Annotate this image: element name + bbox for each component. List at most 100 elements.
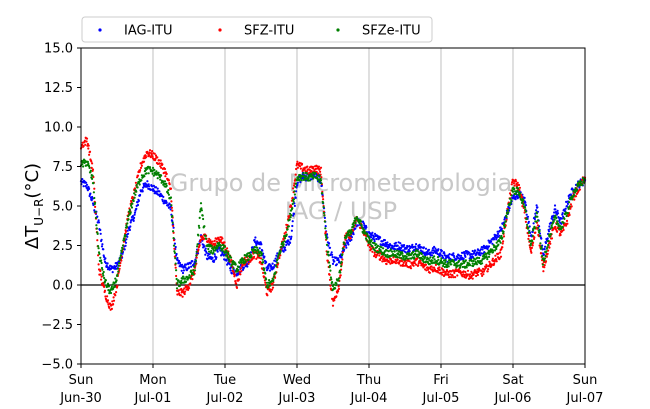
point-SFZe-ITU-1-12 [91, 177, 94, 180]
point-IAG-ITU-74-9 [527, 220, 531, 223]
point-IAG-ITU-5-13 [115, 265, 118, 268]
point-SFZ-ITU-55-0 [409, 267, 413, 270]
point-SFZ-ITU-64-8 [467, 273, 470, 276]
watermark-line-1: Grupo de Micrometeorologia [170, 169, 512, 197]
point-IAG-ITU-30-3 [261, 249, 264, 252]
point-SFZe-ITU-34-13 [289, 216, 292, 219]
point-SFZ-ITU-19-4 [195, 256, 198, 259]
point-IAG-ITU-56-13 [421, 250, 424, 253]
point-SFZ-ITU-83-2 [578, 188, 582, 191]
point-IAG-ITU-59-11 [438, 255, 441, 258]
point-SFZ-ITU-61-3 [447, 274, 450, 277]
point-IAG-ITU-1-0 [85, 183, 89, 186]
point-IAG-ITU-34-1 [284, 249, 287, 252]
point-SFZ-ITU-38-6 [310, 170, 313, 173]
point-SFZ-ITU-39-11 [318, 168, 321, 171]
point-SFZ-ITU-75-10 [534, 231, 537, 234]
point-SFZ-ITU-35-7 [292, 184, 296, 187]
point-SFZe-ITU-43-13 [343, 243, 346, 246]
point-SFZe-ITU-19-6 [196, 243, 199, 246]
point-SFZe-ITU-15-11 [174, 262, 177, 265]
point-SFZe-ITU-4-7 [106, 282, 110, 285]
point-SFZe-ITU-41-0 [325, 243, 329, 246]
point-SFZe-ITU-61-5 [448, 259, 451, 262]
point-SFZ-ITU-57-7 [424, 263, 428, 266]
point-SFZe-ITU-60-10 [444, 261, 447, 264]
point-IAG-ITU-3-12 [103, 255, 106, 259]
point-IAG-ITU-69-3 [495, 238, 498, 241]
point-SFZe-ITU-74-8 [527, 226, 530, 229]
point-SFZ-ITU-39-2 [314, 167, 317, 170]
point-SFZ-ITU-53-11 [402, 261, 405, 264]
point-IAG-ITU-74-1 [524, 201, 527, 204]
point-SFZ-ITU-18-0 [187, 287, 191, 290]
point-SFZe-ITU-2-12 [97, 245, 100, 248]
point-SFZ-ITU-14-9 [167, 179, 170, 182]
point-IAG-ITU-74-4 [525, 213, 528, 216]
point-SFZ-ITU-39-5 [316, 165, 319, 168]
point-SFZe-ITU-80-8 [563, 217, 566, 220]
point-SFZ-ITU-15-2 [170, 206, 173, 209]
point-IAG-ITU-68-5 [490, 240, 493, 243]
point-SFZe-ITU-2-1 [92, 182, 95, 185]
point-IAG-ITU-65-8 [473, 251, 476, 254]
point-IAG-ITU-22-11 [216, 250, 219, 253]
point-IAG-ITU-32-6 [274, 257, 277, 260]
point-IAG-ITU-31-7 [268, 269, 272, 272]
point-IAG-ITU-33-11 [282, 250, 285, 253]
legend-marker-SFZe-ITU [336, 28, 340, 32]
point-SFZ-ITU-40-5 [322, 198, 325, 201]
point-IAG-ITU-64-1 [464, 255, 467, 258]
point-IAG-ITU-60-5 [442, 256, 445, 259]
point-SFZe-ITU-32-2 [272, 275, 275, 278]
point-IAG-ITU-68-0 [487, 245, 491, 248]
point-IAG-ITU-70-8 [503, 218, 506, 221]
point-SFZe-ITU-19-1 [194, 262, 197, 265]
point-SFZ-ITU-61-10 [450, 276, 453, 279]
point-SFZ-ITU-30-8 [263, 275, 266, 278]
point-IAG-ITU-70-2 [500, 227, 503, 230]
point-SFZe-ITU-15-6 [172, 237, 175, 240]
y-tick-label-2: 0.0 [52, 279, 73, 294]
point-IAG-ITU-53-12 [403, 244, 406, 247]
point-SFZe-ITU-82-3 [573, 194, 576, 197]
point-IAG-ITU-32-8 [275, 254, 278, 257]
point-SFZe-ITU-19-9 [197, 224, 200, 227]
point-IAG-ITU-4-6 [106, 262, 109, 265]
point-IAG-ITU-8-13 [133, 213, 136, 216]
point-SFZ-ITU-48-5 [370, 247, 373, 251]
point-SFZe-ITU-24-9 [227, 258, 230, 261]
point-IAG-ITU-65-13 [475, 253, 478, 256]
point-SFZ-ITU-36-9 [299, 167, 302, 170]
point-SFZe-ITU-33-2 [278, 252, 281, 255]
x-grid [152, 48, 514, 364]
point-IAG-ITU-34-0 [283, 246, 287, 249]
legend-label-SFZ-ITU: SFZ-ITU [244, 24, 294, 39]
point-SFZ-ITU-67-11 [486, 270, 489, 273]
point-SFZ-ITU-79-1 [554, 225, 557, 228]
point-SFZ-ITU-29-3 [255, 257, 258, 260]
point-SFZe-ITU-35-10 [294, 185, 297, 188]
point-SFZe-ITU-70-3 [501, 236, 504, 239]
point-SFZ-ITU-15-8 [173, 247, 176, 250]
point-IAG-ITU-79-1 [554, 208, 557, 211]
point-SFZe-ITU-7-13 [127, 218, 130, 221]
point-SFZe-ITU-6-9 [119, 254, 122, 257]
point-SFZ-ITU-15-7 [172, 239, 176, 242]
point-SFZe-ITU-81-4 [567, 207, 570, 210]
point-SFZe-ITU-32-11 [276, 258, 279, 261]
point-SFZ-ITU-61-13 [451, 274, 454, 277]
x-tick-date-6: Jul-06 [494, 391, 532, 406]
point-SFZe-ITU-46-6 [358, 222, 361, 225]
point-SFZe-ITU-15-4 [171, 221, 174, 224]
point-SFZ-ITU-61-6 [448, 275, 451, 279]
point-SFZe-ITU-76-12 [541, 254, 544, 258]
point-SFZ-ITU-1-4 [87, 144, 90, 147]
point-SFZe-ITU-19-0 [193, 269, 197, 272]
point-SFZe-ITU-34-4 [285, 233, 288, 236]
point-SFZ-ITU-22-5 [214, 242, 217, 245]
point-SFZe-ITU-0-5 [82, 165, 85, 168]
point-SFZe-ITU-2-2 [92, 191, 95, 194]
point-SFZe-ITU-70-8 [503, 222, 506, 226]
